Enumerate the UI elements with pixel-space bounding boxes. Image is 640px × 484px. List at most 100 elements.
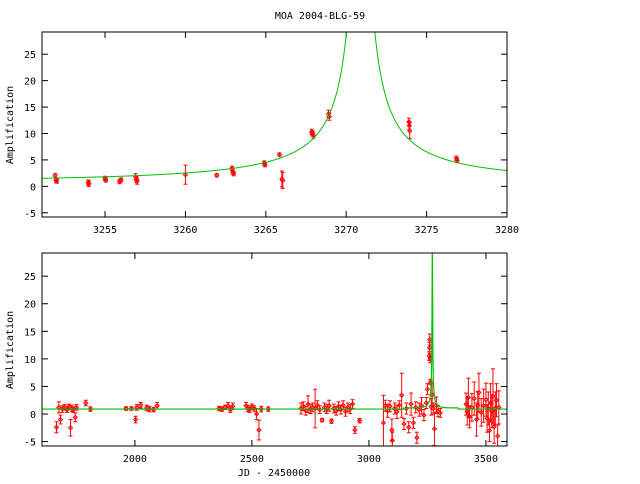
data-point [328,418,335,424]
point-marker [53,424,60,430]
bottom-panel-full: -5 0 5 10 15 20 25 2000 2500 3000 3500 [24,252,508,465]
point-marker [86,180,92,187]
point-marker [225,403,231,409]
data-point [387,400,393,413]
top-y-axis-label: Amplification [5,86,16,164]
plot-frame [41,31,508,218]
data-point [480,388,487,423]
data-point [118,177,124,183]
data-point [356,417,363,424]
data-point [486,419,493,443]
data-point [431,411,438,446]
data-point [496,390,502,425]
point-marker [54,178,60,184]
data-point [349,399,356,410]
data-point [424,383,431,396]
y-tick-label: 25 [24,50,36,61]
point-marker [406,424,412,430]
plot-frame [41,252,508,447]
x-tick-label: 2500 [240,454,264,465]
point-marker [154,403,160,409]
data-point [401,417,407,430]
top-panel-zoom: -5 0 5 10 15 20 25 3255 3260 3265 3270 3275 3280 [24,31,519,236]
data-point [256,419,262,441]
point-marker [408,401,414,407]
data-point [56,401,62,414]
bottom-x-axis-label: JD - 2450000 [238,468,310,479]
y-tick-label: 15 [24,327,36,338]
data-point [483,382,489,417]
data-point [138,401,144,409]
point-marker [230,403,236,410]
point-marker [431,426,438,432]
point-marker [437,410,444,416]
data-point [408,392,414,416]
data-point [396,400,403,411]
point-marker [421,412,427,418]
data-point [352,426,358,434]
data-point [380,394,387,446]
point-marker [410,420,417,426]
y-tick-label: 0 [30,182,36,193]
y-tick-label: 5 [30,156,36,167]
data-point [182,164,189,185]
point-marker [314,402,321,408]
bottom-y-axis-label: Amplification [5,311,16,389]
point-marker [253,411,260,417]
point-marker [454,157,460,164]
x-tick-label: 3270 [334,225,358,236]
data-point [418,396,425,415]
data-point [437,408,444,418]
y-tick-label: 20 [24,77,36,88]
data-point [52,173,58,179]
plot-area [42,253,507,446]
point-marker [256,427,262,433]
y-tick-label: -5 [24,209,36,220]
point-marker [424,386,431,392]
x-tick-label: 3265 [254,225,278,236]
data-point [57,414,64,425]
point-marker [486,427,493,434]
data-point [319,417,325,423]
data-point [54,178,60,184]
point-marker [476,389,482,396]
model-curve [42,253,507,410]
x-tick-label: 3280 [495,225,519,236]
data-point [389,431,396,446]
data-point [279,172,286,189]
y-tick-label: 5 [30,382,36,393]
data-point [414,431,420,444]
data-point [86,180,92,187]
point-marker [356,417,363,424]
chart-title: MOA 2004-BLG-59 [275,11,365,22]
point-marker [305,401,311,407]
model-curve [42,32,507,179]
point-marker [398,392,405,398]
point-marker [401,421,407,427]
point-marker [494,433,501,439]
point-marker [389,437,396,444]
point-marker [132,416,139,423]
point-marker [471,395,477,402]
point-marker [484,415,490,422]
data-point [421,409,427,422]
point-marker [83,400,89,406]
y-tick-label: 15 [24,103,36,114]
x-tick-label: 3000 [357,454,381,465]
point-marker [310,132,316,138]
data-point [134,177,140,185]
data-point [72,412,78,423]
point-marker [475,402,481,408]
data-point [214,172,220,178]
point-marker [52,173,58,179]
data-point [410,416,417,429]
point-marker [380,420,387,426]
point-marker [262,161,268,168]
y-tick-label: 10 [24,355,36,366]
point-marker [103,177,109,183]
x-tick-label: 3255 [93,225,117,236]
point-marker [414,435,420,441]
data-point [394,404,400,419]
x-tick-label: 3260 [173,225,197,236]
